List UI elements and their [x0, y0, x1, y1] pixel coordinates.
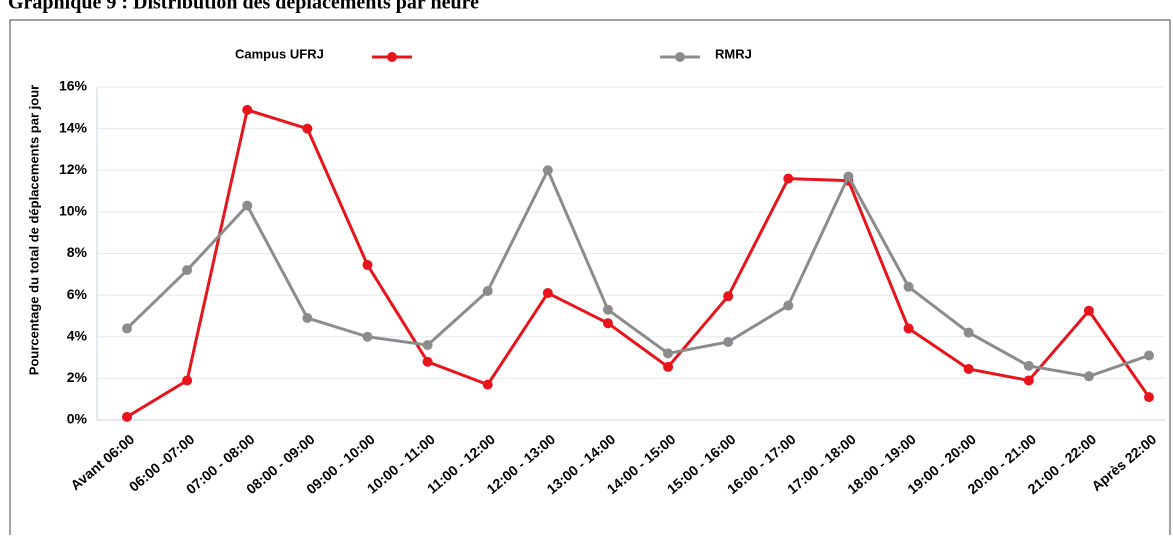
data-point [482, 285, 493, 296]
data-point [362, 259, 373, 270]
data-point [542, 288, 553, 299]
data-point [1144, 350, 1154, 361]
page-title: Graphique 9 : Distribution des déplaceme… [8, 0, 479, 14]
y-tick-label: 12% [59, 161, 88, 177]
legend-marker [675, 52, 685, 62]
data-point [1023, 375, 1034, 386]
data-point [542, 165, 553, 176]
data-point [903, 323, 914, 334]
series-line [125, 168, 1150, 378]
data-point [663, 361, 674, 372]
y-tick-label: 14% [59, 119, 88, 135]
chart-frame [9, 19, 1171, 540]
y-tick-label: 4% [67, 327, 88, 343]
legend-marker [387, 52, 397, 62]
data-point [1144, 392, 1154, 403]
data-point [602, 318, 613, 329]
y-tick-label: 2% [67, 369, 88, 385]
y-tick-label: 8% [67, 244, 88, 260]
data-point [122, 323, 132, 334]
data-point [1023, 360, 1034, 371]
y-tick-label: 10% [59, 203, 88, 219]
series-line [126, 108, 1151, 419]
data-point [242, 104, 253, 115]
data-point [723, 336, 734, 347]
y-tick-label: 16% [59, 78, 88, 94]
legend-label: Campus UFRJ [235, 46, 324, 61]
data-point [182, 375, 193, 386]
data-point [602, 304, 613, 315]
data-point [302, 313, 313, 324]
data-point [422, 340, 433, 351]
y-axis-label: Pourcentage du total de déplacements par… [26, 85, 41, 375]
data-point [783, 173, 794, 184]
x-tick-label: Après 22:00 [1088, 431, 1159, 494]
data-point [963, 327, 974, 338]
data-point [963, 364, 974, 375]
data-point [482, 379, 493, 390]
data-point [1083, 305, 1094, 316]
data-point [122, 411, 132, 422]
data-point [843, 171, 854, 182]
data-point [422, 356, 433, 367]
data-point [182, 265, 193, 276]
y-tick-label: 6% [67, 286, 88, 302]
data-point [362, 331, 373, 342]
data-point [663, 348, 674, 359]
data-point [723, 291, 734, 302]
data-point [302, 123, 313, 134]
data-point [1083, 371, 1094, 382]
data-point [783, 300, 794, 311]
data-point [242, 200, 253, 211]
data-point [903, 281, 914, 292]
y-tick-label: 0% [67, 411, 88, 427]
legend-label: RMRJ [715, 46, 752, 61]
